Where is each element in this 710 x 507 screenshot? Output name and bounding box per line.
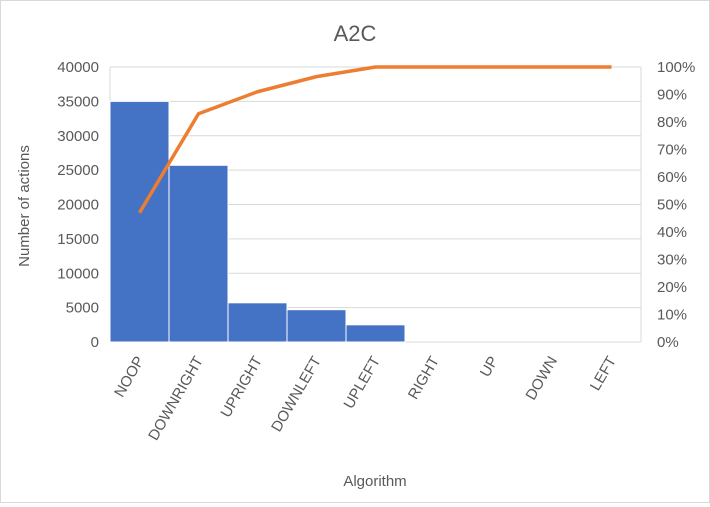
y2-tick-label: 60% [657,169,687,186]
x-tick-label: DOWN [522,354,560,404]
x-tick-label: DOWNRIGHT [145,354,207,444]
y2-axis-ticks: 0% 10% 20% 30% 40% 50% 60% 70% 80% 90% 100% [657,59,695,351]
y-tick-label: 25000 [57,162,99,179]
x-tick-label: RIGHT [405,354,443,403]
y-tick-label: 30000 [57,128,99,145]
y-tick-label: 20000 [57,197,99,214]
x-tick-label: LEFT [587,354,620,394]
bar [227,302,288,343]
y-axis-ticks: 0 5000 10000 15000 20000 25000 30000 35000 40000 [57,59,99,351]
y2-tick-label: 100% [657,59,695,76]
y-tick-label: 5000 [66,300,99,317]
y-tick-label: 35000 [57,93,99,110]
y-tick-label: 15000 [57,231,99,248]
bar [286,309,347,343]
cumulative-percent-line [137,65,612,214]
y2-tick-label: 20% [657,279,687,296]
x-tick-label: UPLEFT [340,354,383,412]
y-tick-label: 10000 [57,265,99,282]
bars [109,100,406,343]
y-tick-label: 0 [91,334,99,351]
chart-title: A2C [334,21,377,46]
y-axis-title: Number of actions [16,145,33,267]
y-tick-label: 40000 [57,59,99,76]
cumulative-line [137,65,612,214]
y2-tick-label: 90% [657,87,687,104]
x-axis-title: Algorithm [343,473,406,490]
x-tick-label: NOOP [111,354,148,401]
y2-tick-label: 50% [657,197,687,214]
y2-tick-label: 10% [657,307,687,324]
y2-tick-label: 80% [657,114,687,131]
x-tick-label: UPRIGHT [217,354,265,421]
bar [345,324,406,343]
x-tick-label: UP [477,354,502,381]
y2-tick-label: 70% [657,142,687,159]
y2-tick-label: 30% [657,252,687,269]
bar [109,100,170,343]
x-tick-label: DOWNLEFT [268,354,325,435]
bar [168,164,229,343]
y2-tick-label: 0% [657,334,679,351]
y2-tick-label: 40% [657,224,687,241]
